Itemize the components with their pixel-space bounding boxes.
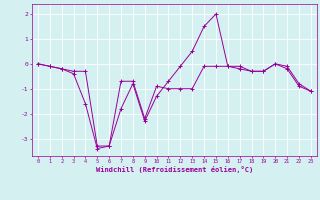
X-axis label: Windchill (Refroidissement éolien,°C): Windchill (Refroidissement éolien,°C) bbox=[96, 166, 253, 173]
